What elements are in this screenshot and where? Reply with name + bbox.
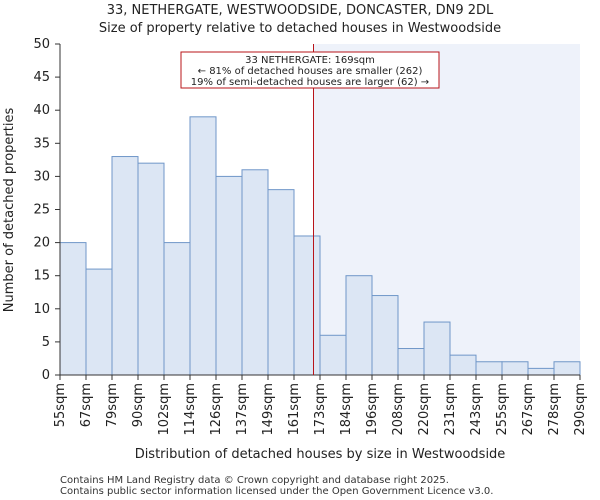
footer-line-2: Contains public sector information licen…	[60, 486, 493, 497]
x-tick-label: 184sqm	[339, 383, 354, 436]
x-tick-label: 137sqm	[235, 383, 250, 436]
x-tick-label: 79sqm	[105, 383, 120, 427]
y-tick-label: 5	[42, 335, 50, 350]
x-tick-label: 102sqm	[157, 383, 172, 436]
x-tick-label: 243sqm	[469, 383, 484, 436]
x-tick-label: 231sqm	[443, 383, 458, 436]
bar	[423, 321, 451, 376]
bar	[319, 334, 347, 376]
bar	[475, 361, 503, 376]
bar	[293, 235, 321, 376]
plot-area: 0 5 10 15 20 25 30 35 40 45 50 55sqm 67sqm 79sqm 90sqm…	[33, 37, 588, 436]
y-tick-label: 40	[33, 103, 50, 118]
y-tick-label: 0	[42, 368, 50, 383]
x-tick-label: 278sqm	[547, 383, 562, 436]
bar	[371, 295, 399, 376]
bar	[553, 361, 581, 376]
x-tick-label: 196sqm	[365, 383, 380, 436]
bar	[501, 361, 529, 376]
chart-title: 33, NETHERGATE, WESTWOODSIDE, DONCASTER,…	[107, 3, 494, 18]
x-tick-label: 114sqm	[183, 383, 198, 436]
y-tick-label: 25	[33, 203, 50, 218]
x-tick-label: 290sqm	[573, 383, 588, 436]
y-axis-label: Number of detached properties	[2, 108, 17, 313]
x-tick-label: 55sqm	[53, 383, 68, 427]
annotation-line-3: 19% of semi-detached houses are larger (…	[191, 77, 429, 88]
bar	[137, 162, 165, 376]
annotation-line-2: ← 81% of detached houses are smaller (26…	[198, 66, 423, 77]
x-tick-label: 208sqm	[391, 383, 406, 436]
x-tick-label: 255sqm	[495, 383, 510, 436]
x-tick-label: 161sqm	[287, 383, 302, 436]
y-tick-label: 45	[33, 70, 50, 85]
bar	[449, 354, 477, 376]
x-tick-label: 173sqm	[313, 383, 328, 436]
bar	[527, 367, 555, 376]
y-tick-label: 15	[33, 269, 50, 284]
y-tick-label: 10	[33, 302, 50, 317]
footer-line-1: Contains HM Land Registry data © Crown c…	[60, 475, 449, 486]
x-tick-label: 90sqm	[131, 383, 146, 427]
x-tick-label: 220sqm	[417, 383, 432, 436]
x-tick-label: 149sqm	[261, 383, 276, 436]
bar	[267, 189, 295, 376]
x-tick-label: 67sqm	[79, 383, 94, 427]
bar	[241, 169, 269, 376]
x-axis-label: Distribution of detached houses by size …	[135, 447, 506, 462]
bar	[189, 116, 217, 376]
bar	[397, 348, 425, 376]
bar	[59, 242, 87, 376]
x-tick-label: 126sqm	[209, 383, 224, 436]
y-tick-label: 20	[33, 236, 50, 251]
annotation-box	[180, 51, 440, 89]
bar	[85, 268, 113, 376]
y-tick-label: 30	[33, 169, 50, 184]
chart-subtitle: Size of property relative to detached ho…	[99, 21, 501, 36]
y-tick-label: 35	[33, 136, 50, 151]
bar	[111, 156, 139, 376]
annotation-line-1: 33 NETHERGATE: 169sqm	[245, 55, 375, 66]
bar	[215, 175, 243, 376]
bar	[345, 275, 373, 376]
y-tick-label: 50	[33, 37, 50, 52]
bar	[163, 242, 191, 376]
x-tick-label: 267sqm	[521, 383, 536, 436]
